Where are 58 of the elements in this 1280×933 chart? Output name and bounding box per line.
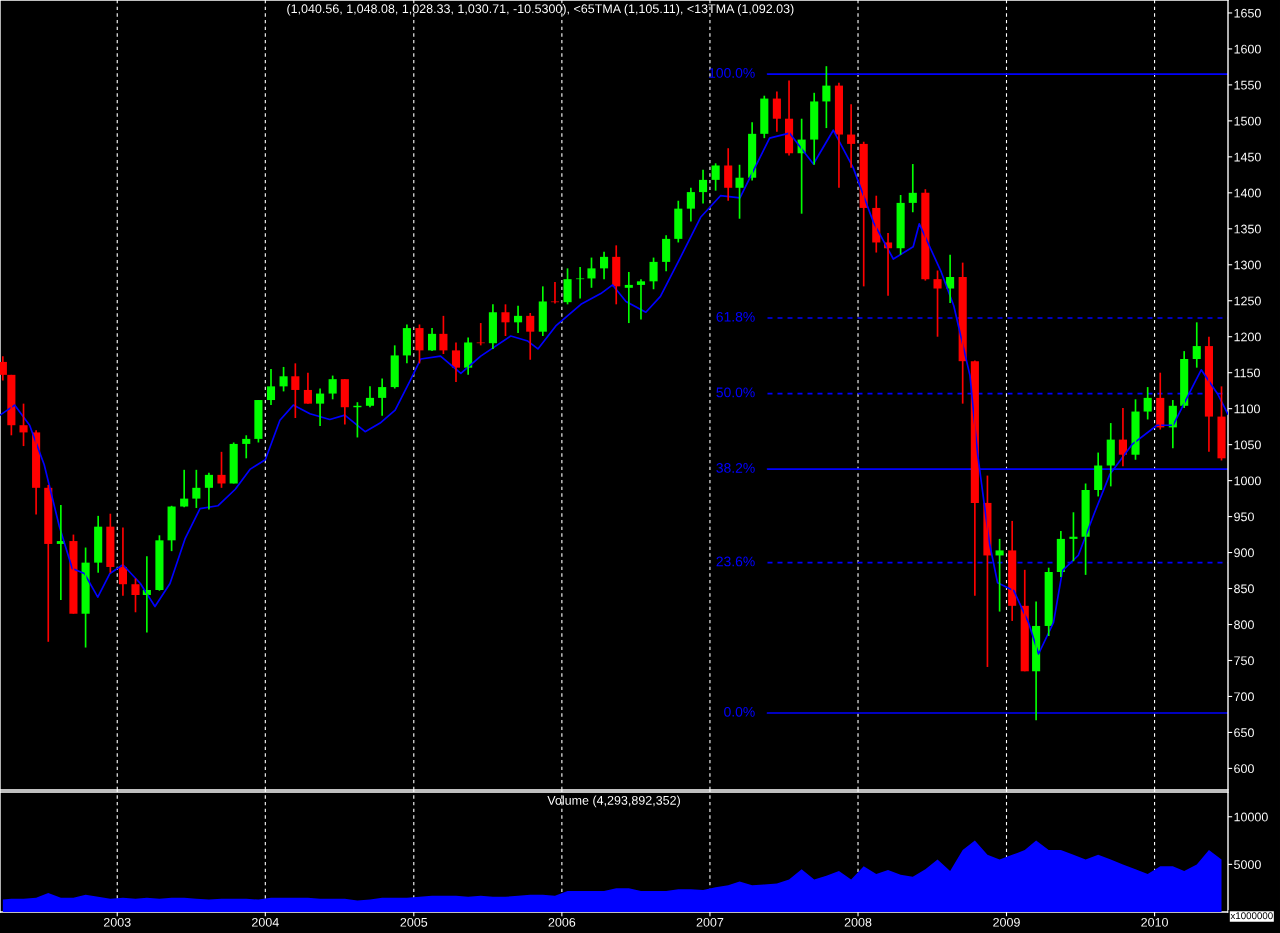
y-tick-label: 600: [1234, 764, 1254, 774]
y-tick-label: 1600: [1234, 44, 1261, 54]
y-tick-label: 950: [1234, 512, 1254, 522]
x-tick-label: 2008: [844, 917, 872, 927]
chart-title: Volume (4,293,892,352): [547, 795, 680, 808]
x-tick-label: 2003: [103, 917, 131, 927]
x-tick-label: 2005: [400, 917, 428, 927]
annotation: 38.2%: [716, 463, 755, 473]
y-tick-label: 1650: [1234, 8, 1261, 18]
y-tick-label: 650: [1234, 728, 1254, 738]
y-tick-label: 1150: [1234, 368, 1260, 378]
y-tick-label: 1200: [1234, 332, 1261, 342]
y-tick-label: 1400: [1234, 188, 1261, 198]
candlestick: [933, 269, 942, 338]
y-tick-label: 1250: [1234, 296, 1261, 306]
y-tick-label: 750: [1234, 656, 1254, 666]
candlestick: [476, 322, 485, 347]
x-tick-label: 2009: [993, 917, 1020, 927]
candlestick: [415, 323, 424, 365]
candlestick: [131, 577, 140, 614]
candlestick: [649, 256, 658, 291]
candlestick: [501, 303, 510, 337]
candlestick: [217, 451, 226, 489]
chart-title: (1,040.56, 1,048.08, 1,028.33, 1,030.71, -10.5300), <65TMA (1,105.11), <13TMA (1,092.03): [287, 3, 794, 16]
candlestick: [1131, 398, 1140, 461]
y-tick-label: 850: [1234, 584, 1254, 594]
x-tick-label: 2010: [1141, 917, 1168, 927]
y-tick-label: 1000: [1234, 476, 1261, 486]
candlestick: [19, 402, 28, 447]
y-tick-label: 1500: [1234, 116, 1261, 126]
x-tick-label: 2006: [548, 917, 576, 927]
y-tick-label: 1050: [1234, 440, 1261, 450]
candlestick: [328, 374, 337, 401]
annotation: 50.0%: [716, 387, 755, 398]
y-tick-label: 800: [1234, 620, 1254, 630]
x-tick-label: 2007: [696, 917, 724, 927]
candlestick: [1217, 385, 1226, 462]
y-tick-label: 1300: [1234, 260, 1261, 270]
annotation: 100.0%: [709, 68, 755, 78]
y-tick-label: 1450: [1234, 152, 1261, 162]
y-tick-label: 5000: [1234, 860, 1261, 870]
text: x1000000: [1230, 912, 1273, 920]
candlestick: [550, 281, 560, 305]
annotation: 0.0%: [724, 706, 755, 717]
candlestick: [563, 267, 572, 306]
candlestick: [711, 162, 720, 192]
y-tick-label: 900: [1234, 548, 1254, 558]
line-series: [0, 129, 1228, 655]
y-tick-label: 1100: [1234, 404, 1260, 414]
candlestick: [576, 266, 585, 300]
annotation: 61.8%: [716, 311, 755, 322]
y-tick-label: 1350: [1234, 224, 1261, 234]
y-tick-label: 1550: [1234, 80, 1261, 90]
x-tick-label: 2004: [252, 917, 279, 927]
annotation: 23.6%: [716, 556, 755, 567]
y-tick-label: 700: [1234, 692, 1254, 702]
candlestick: [587, 256, 596, 289]
y-tick-label: 10000: [1234, 812, 1268, 822]
